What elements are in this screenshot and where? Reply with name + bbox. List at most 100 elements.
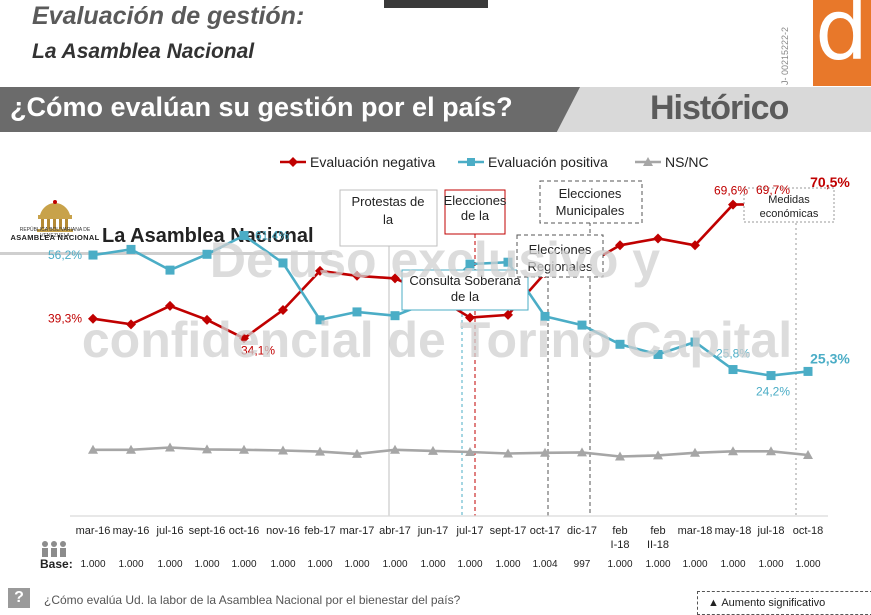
point-nsnc-17 xyxy=(728,446,738,456)
footer-legend-note: ▲ Aumento significativo xyxy=(708,597,826,609)
legend-label-2: NS/NC xyxy=(665,154,709,170)
point-negative-11 xyxy=(503,309,513,320)
data-label-8: 24,2% xyxy=(756,385,790,399)
base-value-7: 1.000 xyxy=(344,559,369,570)
footer-question: ¿Cómo evalúa Ud. la labor de la Asamblea… xyxy=(44,593,461,607)
point-negative-7 xyxy=(352,270,362,281)
legend-marker-2 xyxy=(643,157,653,166)
series-line-2 xyxy=(93,446,809,458)
watermark: De uso exclusivo y confidencial de Torin… xyxy=(82,232,792,368)
brand-logo xyxy=(813,0,871,86)
annotation-box-5 xyxy=(743,187,835,223)
x-tick-15: feb xyxy=(650,525,665,537)
base-value-16: 1.000 xyxy=(682,559,707,570)
point-positive-14 xyxy=(615,339,625,349)
base-value-17: 1.000 xyxy=(720,559,745,570)
people-icon xyxy=(42,541,66,557)
point-nsnc-5 xyxy=(278,445,288,455)
point-negative-17 xyxy=(728,199,738,210)
x-tick-10: jul-17 xyxy=(456,525,484,537)
line-chart: Evaluación negativa Evaluación positiva NS… xyxy=(40,154,850,571)
page-title: Evaluación de gestión: xyxy=(32,2,305,30)
x-tick-8: abr-17 xyxy=(379,525,411,537)
point-nsnc-9 xyxy=(428,445,438,455)
point-negative-10 xyxy=(465,312,475,323)
legend-label-1: Evaluación positiva xyxy=(488,154,608,170)
top-dark-bar xyxy=(384,0,488,8)
data-label-5: 56,2% xyxy=(48,248,82,262)
base-value-14: 1.000 xyxy=(607,559,632,570)
point-negative-14 xyxy=(615,240,625,251)
point-nsnc-2 xyxy=(165,442,175,452)
point-negative-6 xyxy=(315,265,325,276)
x-tick-2: jul-16 xyxy=(156,525,184,537)
annotation-box-2 xyxy=(401,269,529,311)
point-positive-18 xyxy=(766,371,776,381)
data-labels: 39,3% 34,1% 69,6% 69,7% 70,5% 56,2% 61,4% 25,8%… xyxy=(48,174,850,398)
base-value-12: 1.004 xyxy=(532,559,557,570)
point-nsnc-19 xyxy=(803,450,813,460)
base-value-5: 1.000 xyxy=(270,559,295,570)
annotation-text-5-1: económicas xyxy=(760,208,819,220)
data-label-1: 34,1% xyxy=(241,343,275,357)
point-nsnc-1 xyxy=(126,444,136,454)
point-nsnc-14 xyxy=(615,451,625,461)
x-tick-16: mar-18 xyxy=(678,525,713,537)
legend-marker-1 xyxy=(467,158,475,166)
base-value-19: 1.000 xyxy=(795,559,820,570)
question-icon: ? xyxy=(8,588,30,608)
base-value-2: 1.000 xyxy=(157,559,182,570)
annotation-text-4-1: Municipales xyxy=(556,203,625,218)
base-value-10: 1.000 xyxy=(457,559,482,570)
x-tick-4: oct-16 xyxy=(229,525,260,537)
page-subtitle: La Asamblea Nacional xyxy=(32,40,255,63)
point-negative-0 xyxy=(88,313,98,324)
point-negative-16 xyxy=(690,240,700,251)
point-nsnc-15 xyxy=(653,450,663,460)
point-nsnc-8 xyxy=(390,444,400,454)
document-code: J- 00215222-2 xyxy=(780,26,790,85)
point-negative-5 xyxy=(278,305,288,316)
data-label-9: 25,3% xyxy=(810,350,850,366)
base-value-18: 1.000 xyxy=(758,559,783,570)
point-positive-10 xyxy=(465,259,475,269)
point-nsnc-18 xyxy=(766,446,776,456)
point-negative-4 xyxy=(239,333,249,344)
watermark-line2: confidencial de Torino Capital xyxy=(82,312,792,368)
point-positive-2 xyxy=(165,265,175,275)
annotation-box-3 xyxy=(516,234,604,278)
base-value-0: 1.000 xyxy=(80,559,105,570)
x-tick-11: sept-17 xyxy=(490,525,527,537)
x-tick-14: feb xyxy=(612,525,627,537)
x-tick-12: oct-17 xyxy=(530,525,561,537)
point-nsnc-12 xyxy=(540,447,550,457)
data-label-7: 25,8% xyxy=(716,347,750,361)
banner-question-background xyxy=(0,87,580,132)
seal-text-asamblea: ASAMBLEA NACIONAL xyxy=(10,233,100,242)
point-positive-16 xyxy=(690,337,700,347)
base-value-13: 997 xyxy=(574,559,591,570)
point-positive-13 xyxy=(577,320,587,330)
banner-historico: Histórico xyxy=(650,89,789,127)
watermark-line1: De uso exclusivo y xyxy=(210,232,660,288)
annotation-box-0 xyxy=(339,189,438,247)
annotation-text-4-0: Elecciones xyxy=(559,186,622,201)
point-nsnc-13 xyxy=(577,447,587,457)
point-nsnc-7 xyxy=(352,448,362,458)
point-nsnc-10 xyxy=(465,447,475,457)
point-nsnc-3 xyxy=(202,444,212,454)
institution-underline xyxy=(0,252,332,255)
point-positive-17 xyxy=(728,365,738,375)
point-positive-8 xyxy=(390,311,400,321)
brand-logo-letter: d xyxy=(815,0,869,79)
point-nsnc-4 xyxy=(239,444,249,454)
x-tick-labels: mar-16 may-16 jul-16 sept-16 oct-16 nov-16 feb… xyxy=(76,525,824,551)
data-label-2: 69,6% xyxy=(714,184,748,198)
base-row: Base: 1.000 1.000 1.000 1.000 1.000 1.000 1.000… xyxy=(40,557,821,571)
x-tick-6: feb-17 xyxy=(304,525,335,537)
asamblea-seal-icon xyxy=(37,200,73,232)
x-tick-19: oct-18 xyxy=(793,525,824,537)
base-value-6: 1.000 xyxy=(307,559,332,570)
point-nsnc-6 xyxy=(315,446,325,456)
x-tick-9: jun-17 xyxy=(417,525,449,537)
